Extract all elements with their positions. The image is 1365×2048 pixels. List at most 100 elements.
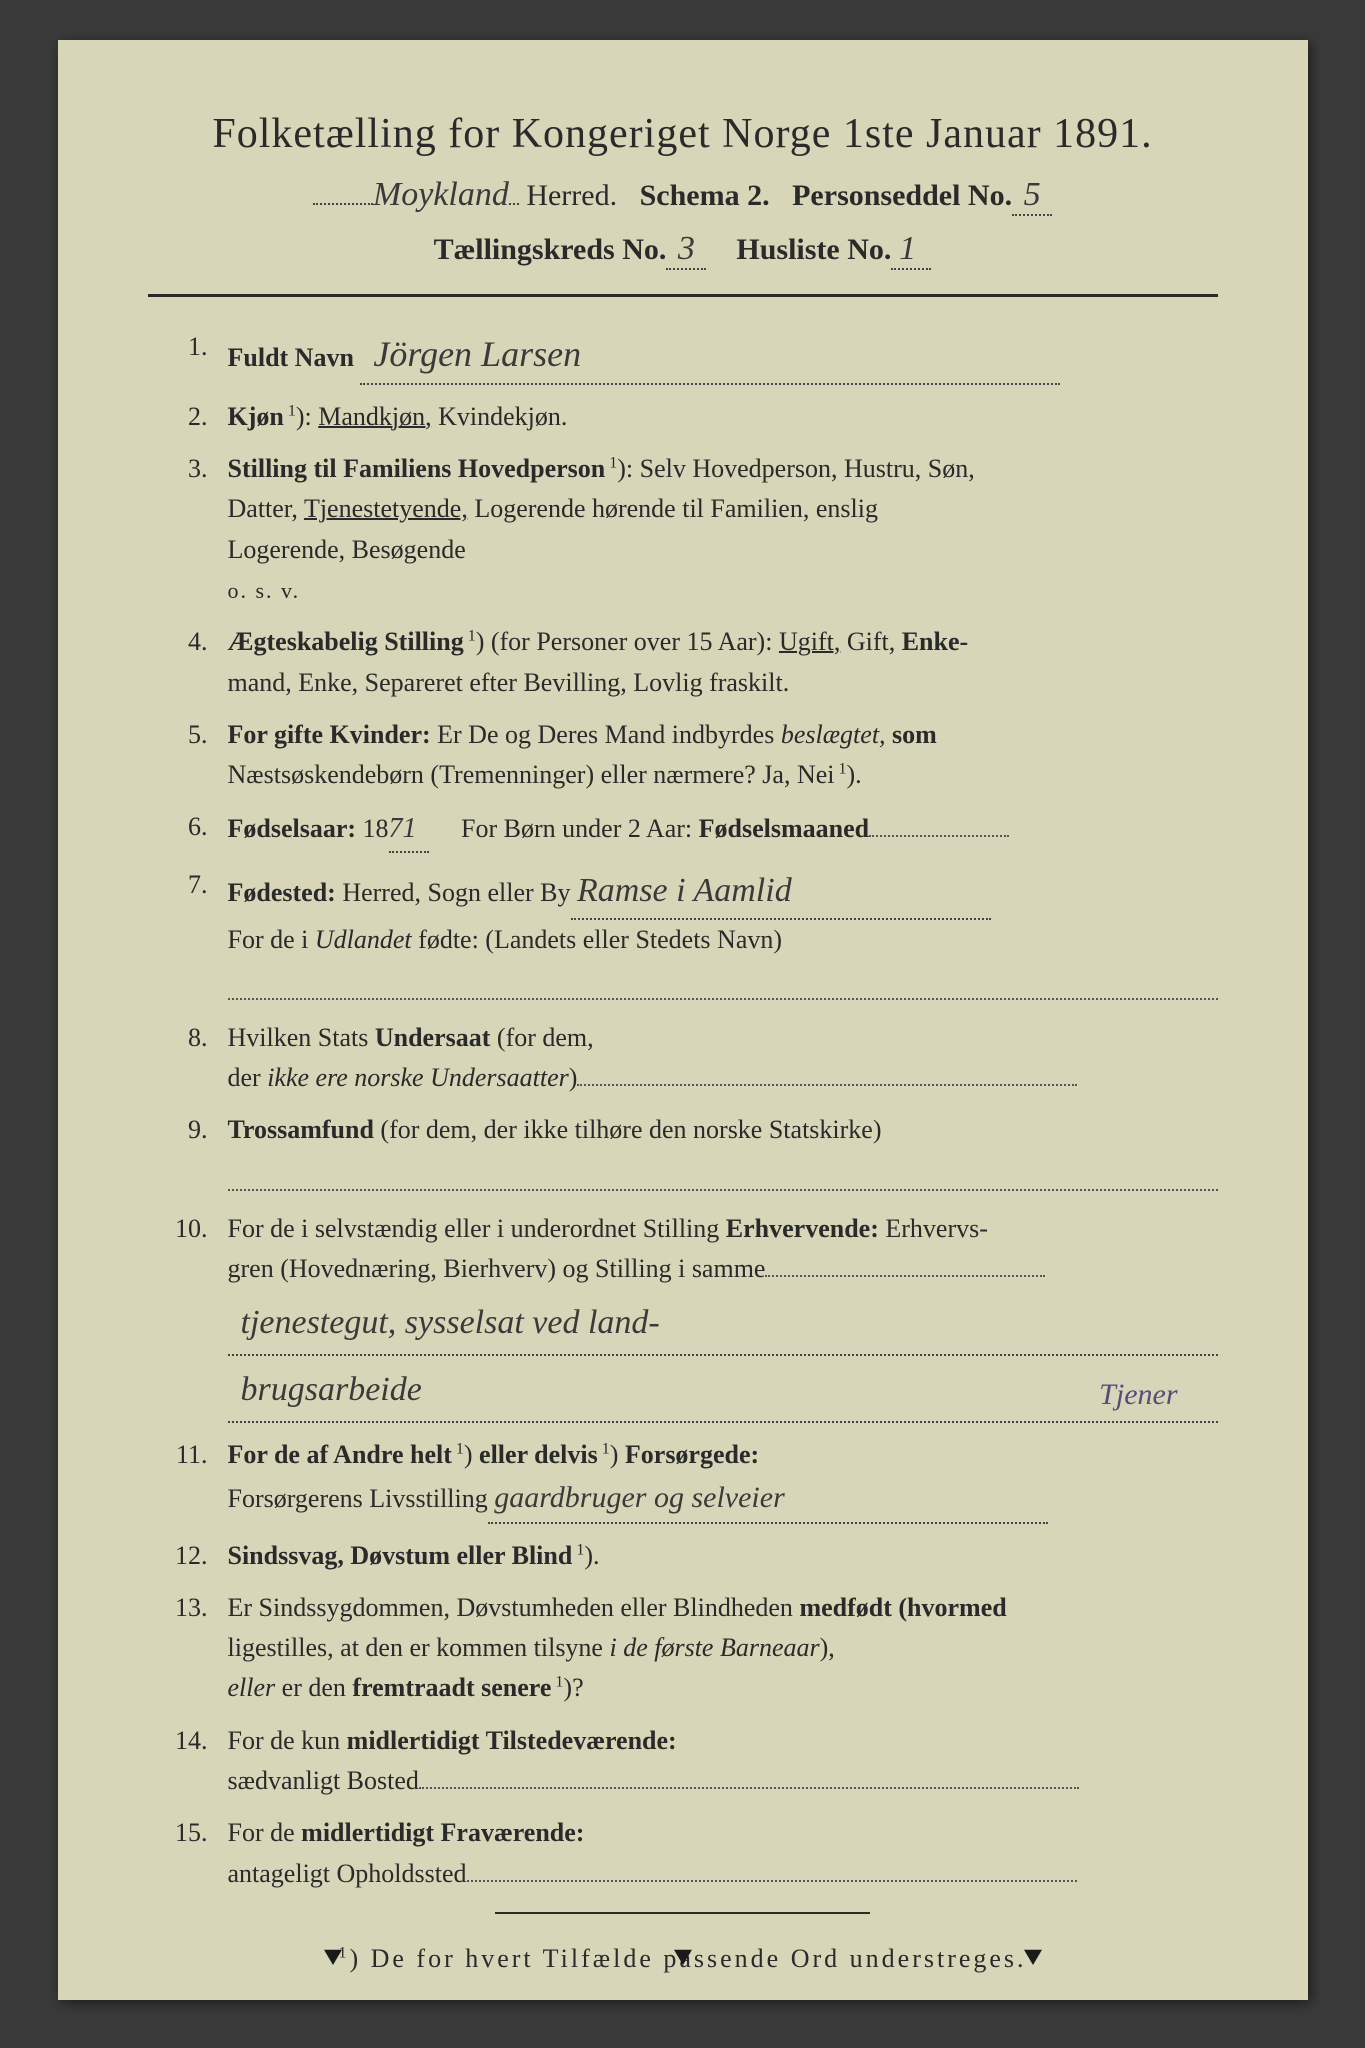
herred-label: Herred. — [526, 179, 617, 212]
occupation-hw1: tjenestegut, sysselsat ved land- — [241, 1304, 660, 1341]
year-field: 71 — [389, 807, 429, 852]
item-7: 7. Fødested: Herred, Sogn eller By Ramse… — [148, 865, 1218, 1006]
item-9: 9. Trossamfund (for dem, der ikke tilhør… — [148, 1110, 1218, 1196]
dots: 1 — [891, 230, 931, 270]
item-3: 3. Stilling til Familiens Hovedperson 1)… — [148, 449, 1218, 610]
item-content: Stilling til Familiens Hovedperson 1): S… — [228, 449, 1218, 610]
text: For de kun — [228, 1726, 347, 1755]
personseddel-no: 5 — [1024, 176, 1041, 213]
dots: 5 — [1012, 176, 1052, 216]
footnote-ref: 1 — [572, 1541, 584, 1558]
item-number: 4. — [148, 622, 228, 703]
text: fødte: (Landets eller Stedets Navn) — [412, 925, 782, 954]
bold-text: For de af Andre helt — [228, 1440, 452, 1469]
item-content: Er Sindssygdommen, Døvstumheden eller Bl… — [228, 1588, 1218, 1709]
footnote-ref: 1 — [551, 1674, 563, 1691]
field-label: Kjøn — [228, 402, 284, 431]
selected-option: Mandkjøn, — [318, 402, 431, 431]
field-label: For gifte Kvinder: — [228, 720, 431, 749]
italic-text: ikke ere norske Undersaatter — [267, 1063, 569, 1092]
item-content: Sindssvag, Døvstum eller Blind 1). — [228, 1536, 1218, 1576]
item-content: Kjøn 1): Mandkjøn, Kvindekjøn. — [228, 397, 1218, 437]
blank-line — [228, 1165, 1218, 1191]
footnote-ref: 1 — [598, 1440, 610, 1457]
blank-line — [467, 1854, 1077, 1882]
item-number: 6. — [148, 807, 228, 852]
husliste-no: 1 — [899, 230, 916, 267]
text: ligestilles, at den er kommen tilsyne — [228, 1633, 610, 1662]
birthplace-hw: Ramse i Aamlid — [577, 872, 792, 909]
herred-handwritten: Moykland — [373, 176, 509, 213]
bold-text: eller delvis — [473, 1440, 598, 1469]
text: Logerende, Besøgende — [228, 535, 466, 564]
census-form-page: Folketælling for Kongeriget Norge 1ste J… — [58, 40, 1308, 2000]
item-content: For de midlertidigt Fraværende: antageli… — [228, 1813, 1218, 1894]
footnote-ref: 1 — [284, 402, 296, 419]
subheader-line2: Tællingskreds No. 3 Husliste No. 1 — [148, 230, 1218, 270]
item-number: 7. — [148, 865, 228, 1006]
item-15: 15. For de midlertidigt Fraværende: anta… — [148, 1813, 1218, 1894]
text: ? — [572, 1673, 584, 1702]
text: For de — [228, 1818, 302, 1847]
form-title: Folketælling for Kongeriget Norge 1ste J… — [148, 110, 1218, 158]
item-content: Hvilken Stats Undersaat (for dem, der ik… — [228, 1018, 1218, 1099]
item-1: 1. Fuldt Navn Jörgen Larsen — [148, 327, 1218, 385]
footnote-ref: 1 — [452, 1440, 464, 1457]
text: For de i — [228, 925, 315, 954]
field-label: Ægteskabelig Stilling — [228, 627, 464, 656]
item-5: 5. For gifte Kvinder: Er De og Deres Man… — [148, 715, 1218, 796]
provider-hw: gaardbruger og selveier — [494, 1481, 785, 1514]
text: Næstsøskendebørn (Tremenninger) eller næ… — [228, 760, 835, 789]
item-12: 12. Sindssvag, Døvstum eller Blind 1). — [148, 1536, 1218, 1576]
name-handwritten: Jörgen Larsen — [373, 334, 581, 374]
field-label: Fødselsaar: — [228, 814, 357, 843]
item-content: Fødested: Herred, Sogn eller By Ramse i … — [228, 865, 1218, 1006]
field-label: Forsørgede: — [618, 1440, 759, 1469]
blank-line — [419, 1761, 1079, 1789]
provider-field: gaardbruger og selveier — [488, 1475, 1048, 1524]
occupation-line1: tjenestegut, sysselsat ved land- — [228, 1297, 1218, 1356]
osv: o. s. v. — [228, 578, 301, 603]
item-number: 3. — [148, 449, 228, 610]
text: For Børn under 2 Aar: — [461, 814, 699, 843]
item-13: 13. Er Sindssygdommen, Døvstumheden elle… — [148, 1588, 1218, 1709]
text: Forsørgerens Livsstilling — [228, 1484, 488, 1513]
item-8: 8. Hvilken Stats Undersaat (for dem, der… — [148, 1018, 1218, 1099]
blank-line — [228, 974, 1218, 1000]
field-label: medfødt (hvormed — [799, 1593, 1006, 1622]
item-14: 14. For de kun midlertidigt Tilstedevære… — [148, 1721, 1218, 1802]
blank-line — [765, 1249, 1045, 1277]
year-hw: 71 — [389, 813, 417, 844]
occupation-hw2: brugsarbeide — [241, 1371, 422, 1408]
text: er den — [275, 1673, 352, 1702]
item-content: Trossamfund (for dem, der ikke tilhøre d… — [228, 1110, 1218, 1196]
text: gren (Hovednæring, Bierhverv) og Stillin… — [228, 1254, 766, 1283]
text: Erhvervs- — [879, 1214, 988, 1243]
header-divider — [148, 294, 1218, 297]
field-label2: Fødselsmaaned — [699, 814, 869, 843]
item-content: For gifte Kvinder: Er De og Deres Mand i… — [228, 715, 1218, 796]
year-prefix: 18 — [363, 814, 389, 843]
italic-text: Udlandet — [315, 925, 412, 954]
birthplace-field: Ramse i Aamlid — [571, 865, 991, 920]
occupation-hw3: Tjener — [1099, 1372, 1177, 1419]
selected-option: Ugift, — [779, 627, 840, 656]
item-number: 1. — [148, 327, 228, 385]
form-header: Folketælling for Kongeriget Norge 1ste J… — [148, 110, 1218, 270]
name-field: Jörgen Larsen — [360, 327, 1060, 385]
item-number: 8. — [148, 1018, 228, 1099]
text: antageligt Opholdssted — [228, 1859, 467, 1888]
subheader-line1: Moykland Herred. Schema 2. Personseddel … — [148, 176, 1218, 216]
field-label: Undersaat — [375, 1023, 491, 1052]
text: ) — [569, 1063, 578, 1092]
field-label: Stilling til Familiens Hovedperson — [228, 454, 606, 483]
field-label: Erhvervende: — [726, 1214, 879, 1243]
item-number: 9. — [148, 1110, 228, 1196]
item-content: Ægteskabelig Stilling 1) (for Personer o… — [228, 622, 1218, 703]
dots: 3 — [666, 230, 706, 270]
schema-label: Schema 2. — [640, 179, 770, 212]
pinhole-icon — [324, 1947, 342, 1965]
text: (for dem, — [490, 1023, 593, 1052]
text: ), — [820, 1633, 835, 1662]
kreds-no: 3 — [678, 230, 695, 267]
